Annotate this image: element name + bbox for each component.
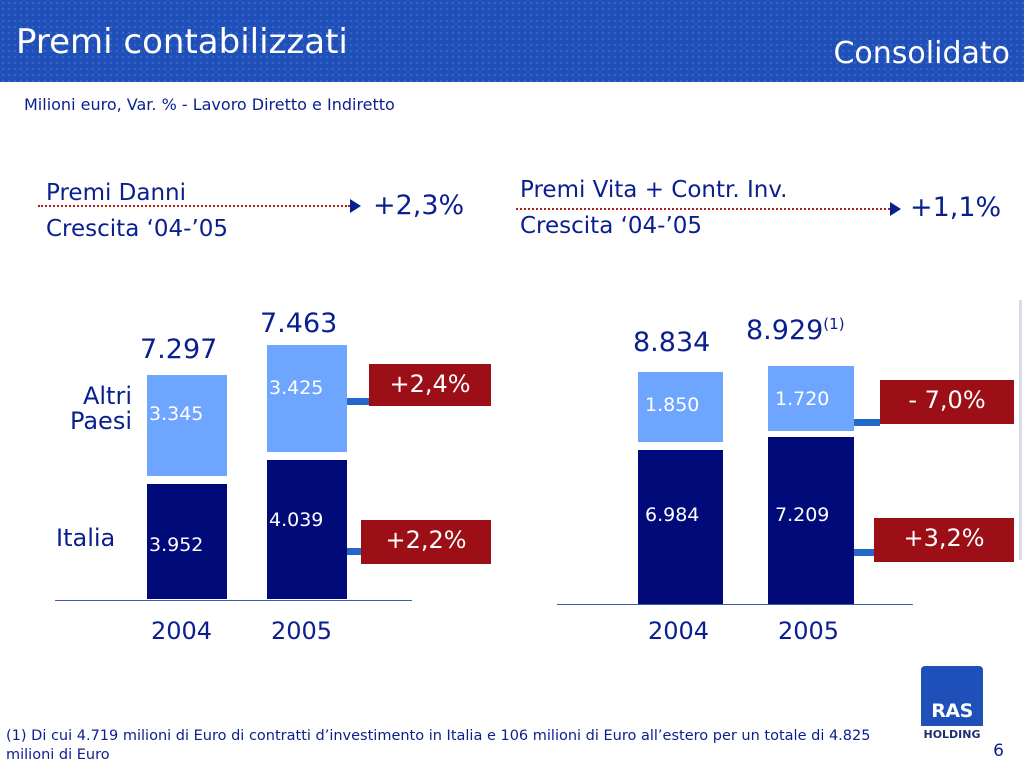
- vita-bar-2005-other: [768, 366, 854, 431]
- danni-connector-other: [347, 398, 369, 405]
- danni-bar-2005-italy: [267, 460, 347, 599]
- page-number: 6: [993, 741, 1004, 761]
- danni-total-2004: 7.297: [140, 334, 218, 365]
- vita-change-italy-badge: +3,2%: [874, 518, 1014, 562]
- danni-growth: +2,3%: [373, 190, 465, 221]
- vita-value-2004-other: 1.850: [645, 394, 700, 416]
- danni-label: Premi Danni Crescita ‘04-’05: [46, 175, 228, 247]
- vita-label-line2: Crescita ‘04-’05: [520, 213, 703, 239]
- danni-connector-italy: [347, 548, 361, 555]
- slide-title: Premi contabilizzati: [16, 22, 348, 62]
- danni-value-2005-italy: 4.039: [269, 509, 324, 531]
- vita-bar-2005-italy: [768, 437, 854, 604]
- vita-label: Premi Vita + Contr. Inv. Crescita ‘04-’0…: [520, 172, 788, 244]
- vita-growth: +1,1%: [910, 192, 1002, 223]
- vita-value-2005-italy: 7.209: [775, 504, 830, 526]
- header-bar: [0, 0, 1024, 82]
- vita-baseline: [557, 604, 913, 605]
- slide-subtitle: Milioni euro, Var. % - Lavoro Diretto e …: [24, 95, 395, 114]
- danni-dotted-line: [38, 205, 350, 207]
- vita-bar-2004-italy: [638, 450, 723, 604]
- danni-bar-2005-other: [267, 345, 347, 452]
- danni-label-line2: Crescita ‘04-’05: [46, 216, 229, 242]
- vita-arrow-icon: [890, 202, 901, 216]
- danni-year-2004: 2004: [151, 617, 213, 645]
- vita-year-2005: 2005: [778, 617, 840, 645]
- logo-sub: HOLDING: [921, 726, 983, 744]
- logo-name: RAS: [931, 700, 973, 722]
- vita-connector-italy: [854, 549, 874, 556]
- danni-change-italy-badge: +2,2%: [361, 520, 491, 564]
- danni-change-other-badge: +2,4%: [369, 364, 491, 406]
- danni-baseline: [55, 600, 412, 601]
- danni-bar-2004-italy: [147, 484, 227, 599]
- danni-bar-2004-other: [147, 375, 227, 476]
- danni-value-2005-other: 3.425: [269, 377, 324, 399]
- decorative-edge: [1019, 300, 1022, 560]
- danni-value-2004-other: 3.345: [149, 403, 204, 425]
- consolidated-label: Consolidato: [833, 36, 1010, 71]
- row-label-other-line1: Altri: [82, 382, 132, 410]
- ras-holding-logo: RAS HOLDING: [921, 666, 983, 744]
- vita-year-2004: 2004: [648, 617, 710, 645]
- danni-value-2004-italy: 3.952: [149, 534, 204, 556]
- danni-arrow-icon: [350, 199, 361, 213]
- danni-year-2005: 2005: [271, 617, 333, 645]
- row-label-other-line2: Paesi: [69, 407, 132, 435]
- vita-connector-other: [854, 419, 880, 426]
- vita-label-line1: Premi Vita + Contr. Inv.: [520, 177, 788, 203]
- danni-total-2005: 7.463: [260, 308, 338, 339]
- danni-label-line1: Premi Danni: [46, 180, 187, 206]
- vita-value-2004-italy: 6.984: [645, 504, 700, 526]
- vita-value-2005-other: 1.720: [775, 388, 830, 410]
- vita-bar-2004-other: [638, 372, 723, 442]
- vita-total-2005: 8.929(1): [746, 315, 845, 346]
- vita-change-other-badge: - 7,0%: [880, 380, 1014, 424]
- vita-total-2005-value: 8.929: [746, 315, 824, 346]
- vita-total-2005-note: (1): [823, 315, 845, 333]
- footnote: (1) Di cui 4.719 milioni di Euro di cont…: [6, 728, 871, 763]
- row-label-other: Altri Paesi: [40, 384, 132, 434]
- vita-dotted-line: [516, 208, 890, 210]
- row-label-italy: Italia: [56, 524, 116, 552]
- vita-total-2004: 8.834: [633, 327, 711, 358]
